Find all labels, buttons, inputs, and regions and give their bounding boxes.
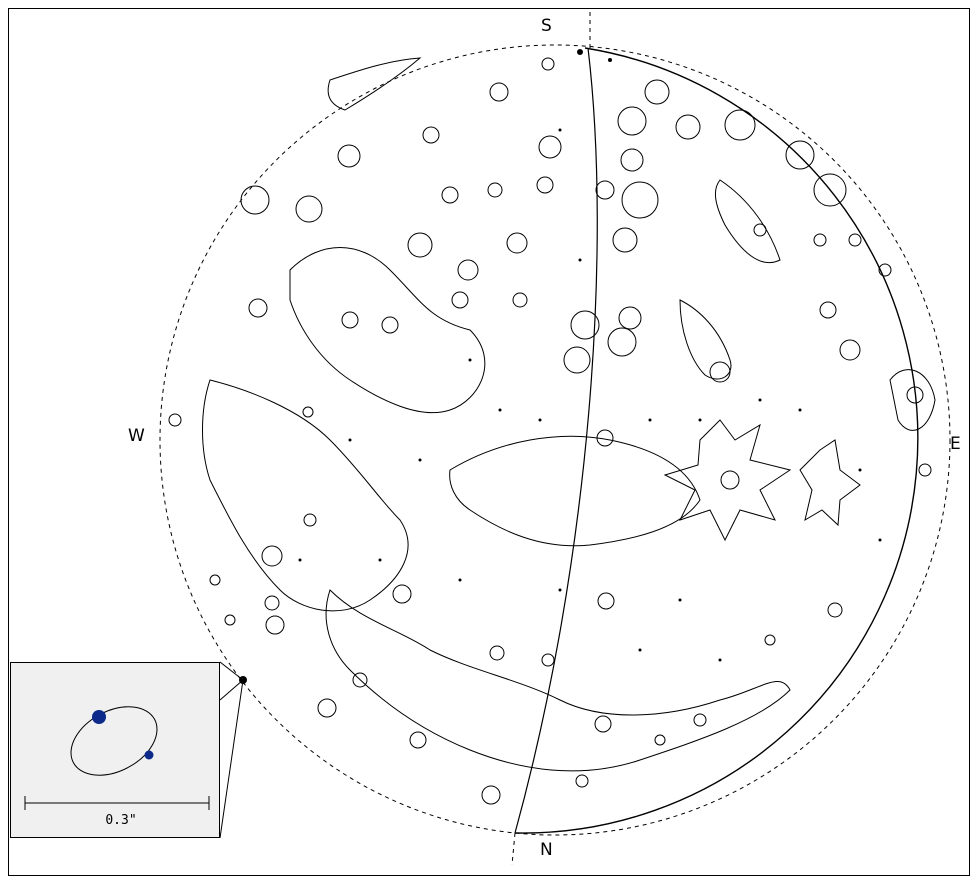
compass-south: S — [541, 16, 552, 36]
small-pits — [298, 49, 882, 662]
primary-body-dot — [92, 710, 106, 724]
inset-connector — [219, 661, 244, 839]
central-meridian — [514, 47, 598, 834]
orbit-diagram — [24, 706, 210, 810]
lit-limb — [514, 47, 919, 834]
scale-label: 0.3" — [105, 813, 137, 828]
compass-east: E — [950, 434, 961, 454]
target-point-marker — [239, 676, 247, 684]
north-pole-tick — [511, 832, 516, 866]
maria — [202, 57, 936, 772]
compass-west: W — [128, 426, 145, 446]
dashed-limb — [159, 44, 951, 836]
craters — [168, 57, 932, 805]
moon-body-dot — [144, 750, 154, 760]
orbit-inset-panel: 0.3" — [10, 662, 220, 838]
compass-north: N — [540, 840, 553, 860]
orbit-ellipse — [70, 706, 158, 776]
